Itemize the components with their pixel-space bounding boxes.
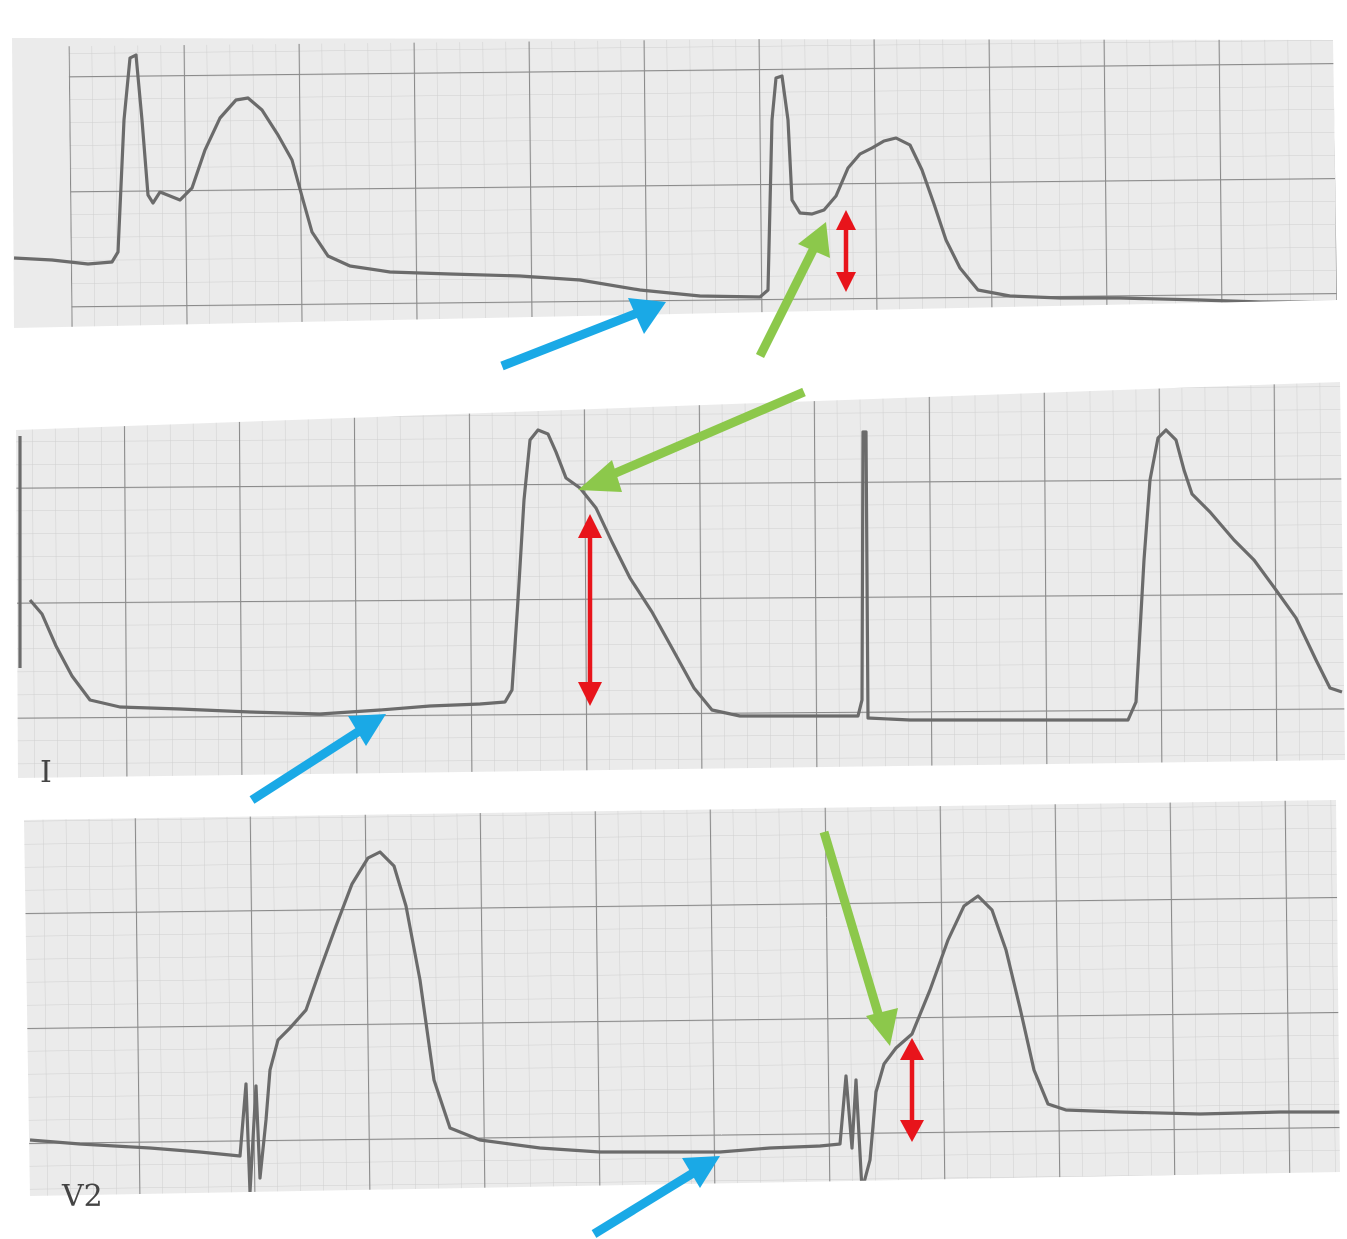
red-double-arrow-icon bbox=[900, 1038, 924, 1142]
ecg-grid-1 bbox=[68, 38, 1337, 328]
green-arrow-icon bbox=[755, 222, 830, 359]
green-arrow-icon bbox=[578, 387, 806, 492]
ecg-strip-1 bbox=[12, 38, 1337, 328]
red-double-arrow-icon bbox=[578, 514, 602, 706]
ecg-trace-2 bbox=[18, 428, 1343, 722]
blue-arrow-icon bbox=[591, 1156, 720, 1238]
ecg-grid-2 bbox=[16, 382, 1345, 778]
blue-arrow-icon bbox=[500, 298, 666, 371]
lead-label-3: V2 bbox=[61, 1179, 103, 1214]
ecg-strip-2: I bbox=[16, 382, 1345, 790]
ecg-grid-3 bbox=[24, 800, 1340, 1196]
lead-label-2: I bbox=[40, 755, 52, 790]
red-double-arrow-icon bbox=[836, 210, 856, 292]
green-arrow-icon bbox=[819, 830, 898, 1046]
ecg-trace-1 bbox=[13, 53, 1337, 304]
ecg-strip-3: V2 bbox=[24, 800, 1340, 1214]
ecg-trace-3 bbox=[29, 850, 1340, 1194]
blue-arrow-icon bbox=[249, 714, 386, 804]
